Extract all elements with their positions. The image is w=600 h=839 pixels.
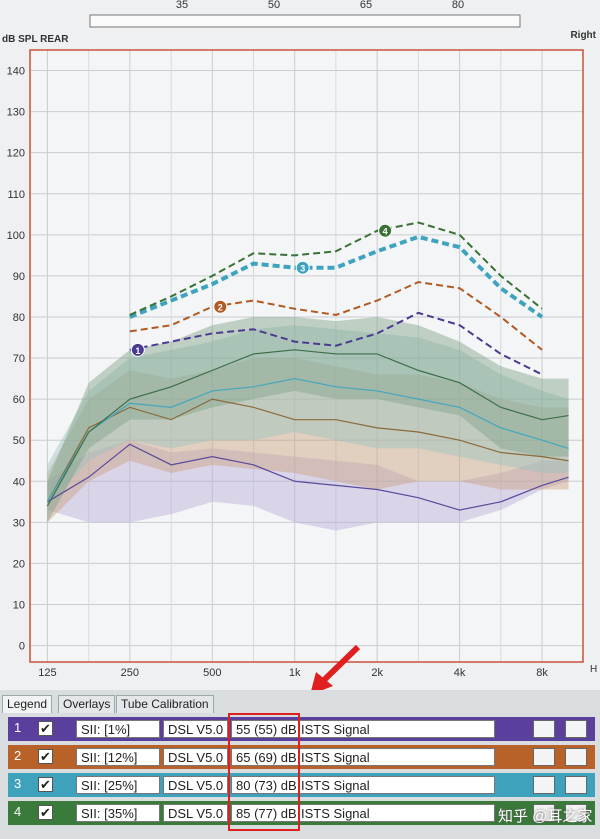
y-tick-label: 110 [7,189,25,201]
target-line [129,234,544,319]
row-button[interactable] [533,776,555,794]
series-badge [295,260,310,275]
row-checkbox[interactable]: ✔ [38,721,53,736]
prescription-rule: DSL V5.0 [163,720,228,738]
row-comment-button[interactable] [565,804,587,822]
row-comment-button[interactable] [565,720,587,738]
y-tick-label: 80 [13,312,25,324]
y-tick-label: 40 [13,476,25,488]
legend-row: 4 ✔ SII: [35%] DSL V5.0 85 (77) dB ISTS Signa… [8,801,595,825]
measured-line [46,349,569,507]
legend-row: 3 ✔ SII: [25%] DSL V5.0 80 (73) dB ISTS Signa… [8,773,595,797]
measured-line [47,443,569,511]
annotation-arrow-head [311,672,333,690]
row-button[interactable] [533,720,555,738]
series-badge-label: 3 [300,264,305,274]
signal-name: ISTS Signal [299,748,495,766]
legend-row: 2 ✔ SII: [12%] DSL V5.0 65 (69) dB ISTS Signa… [8,745,595,769]
tab[interactable]: Overlays [58,695,116,713]
y-tick-label: 20 [13,558,25,570]
plot-area [30,50,583,662]
row-checkbox[interactable]: ✔ [38,805,53,820]
measured-line [46,398,569,503]
series-badge [213,299,228,314]
x-unit: H [590,664,597,675]
legend-row: 1 ✔ SII: [1%] DSL V5.0 55 (55) dB ISTS Signal [8,717,595,741]
series-badge-label: 2 [218,303,223,313]
top-scale-label: 80 [452,0,464,11]
x-tick-label: 500 [203,667,221,679]
y-tick-label: 140 [7,66,25,78]
row-button[interactable] [533,804,555,822]
sii-value: SII: [35%] [76,804,160,822]
sii-value: SII: [25%] [76,776,160,794]
series-badge-label: 4 [383,227,388,237]
x-tick-label: 1k [289,667,301,679]
input-level: 80 (73) dB [231,776,299,794]
sii-value: SII: [12%] [76,748,160,766]
y-tick-label: 130 [7,107,25,119]
y-tick-label: 100 [7,230,25,242]
target-line [129,281,543,351]
series-badge [130,342,145,357]
side-label: Right [570,30,596,41]
tab[interactable]: Legend [2,695,53,713]
row-button[interactable] [533,748,555,766]
tab[interactable]: Tube Calibration [116,695,214,713]
x-tick-label: 250 [121,667,139,679]
annotation-arrow [319,644,361,685]
level-slider[interactable] [89,14,521,28]
y-tick-label: 30 [13,517,25,529]
sii-value: SII: [1%] [76,720,160,738]
chart: dB SPL REAR Right H 1 2 3 4 35 50 65 80 0 10 20 30… [2,0,598,690]
y-tick-label: 10 [13,599,25,611]
top-scale-label: 65 [360,0,372,11]
row-number: 1 [14,720,22,735]
range-band [47,440,569,531]
range-band [47,316,569,523]
input-level: 65 (69) dB [231,748,299,766]
series-badge-label: 1 [135,346,140,356]
x-tick-label: 4k [454,667,466,679]
signal-name: ISTS Signal [299,776,495,794]
y-tick-label: 70 [13,353,25,365]
y-tick-label: 120 [7,148,25,160]
y-tick-label: 90 [13,271,25,283]
y-tick-label: 60 [13,394,25,406]
row-checkbox[interactable]: ✔ [38,749,53,764]
prescription-rule: DSL V5.0 [163,804,228,822]
legend-panel: Legend Overlays Tube Calibration 1 ✔ SII: [1%… [0,690,600,839]
prescription-rule: DSL V5.0 [163,748,228,766]
y-axis-label: dB SPL REAR [2,34,69,45]
watermark: 知乎 @耳之家 [498,808,593,825]
signal-name: ISTS Signal [299,804,495,822]
measured-line [46,377,569,503]
top-scale-label: 50 [268,0,280,11]
series-badge [378,223,393,238]
highlight-box [228,713,300,831]
y-tick-label: 50 [13,435,25,447]
prescription-rule: DSL V5.0 [163,776,228,794]
row-number: 3 [14,776,22,791]
input-level: 55 (55) dB [231,720,299,738]
target-line [129,221,543,316]
target-line [129,311,543,376]
signal-name: ISTS Signal [299,720,495,738]
row-number: 4 [14,804,22,819]
row-comment-button[interactable] [565,748,587,766]
x-tick-label: 125 [38,667,56,679]
range-band [47,325,569,506]
x-tick-label: 2k [371,667,383,679]
row-checkbox[interactable]: ✔ [38,777,53,792]
y-tick-label: 0 [19,641,25,653]
row-number: 2 [14,748,22,763]
range-band [47,358,569,523]
top-scale-label: 35 [176,0,188,11]
plot-border [29,49,584,663]
x-tick-label: 8k [536,667,548,679]
row-comment-button[interactable] [565,776,587,794]
